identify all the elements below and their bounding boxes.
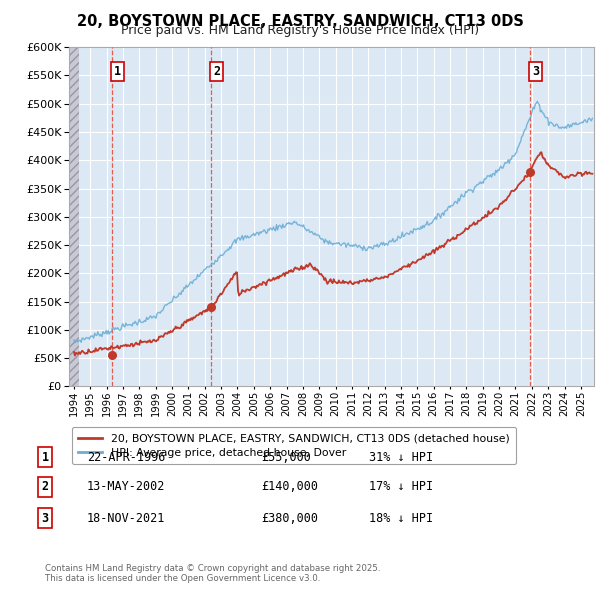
Text: £380,000: £380,000 [261, 512, 318, 525]
Text: 22-APR-1996: 22-APR-1996 [87, 451, 166, 464]
Text: 2: 2 [41, 480, 49, 493]
Text: 18% ↓ HPI: 18% ↓ HPI [369, 512, 433, 525]
Text: £140,000: £140,000 [261, 480, 318, 493]
Text: 20, BOYSTOWN PLACE, EASTRY, SANDWICH, CT13 0DS: 20, BOYSTOWN PLACE, EASTRY, SANDWICH, CT… [77, 14, 523, 28]
Text: 3: 3 [532, 65, 539, 78]
Text: 18-NOV-2021: 18-NOV-2021 [87, 512, 166, 525]
Legend: 20, BOYSTOWN PLACE, EASTRY, SANDWICH, CT13 0DS (detached house), HPI: Average pr: 20, BOYSTOWN PLACE, EASTRY, SANDWICH, CT… [72, 427, 516, 464]
Text: Price paid vs. HM Land Registry's House Price Index (HPI): Price paid vs. HM Land Registry's House … [121, 24, 479, 37]
Text: 31% ↓ HPI: 31% ↓ HPI [369, 451, 433, 464]
Text: 13-MAY-2002: 13-MAY-2002 [87, 480, 166, 493]
Text: 2: 2 [213, 65, 220, 78]
Bar [69, 47, 79, 386]
Text: 3: 3 [41, 512, 49, 525]
Text: Contains HM Land Registry data © Crown copyright and database right 2025.
This d: Contains HM Land Registry data © Crown c… [45, 563, 380, 583]
Text: 1: 1 [114, 65, 121, 78]
Text: 1: 1 [41, 451, 49, 464]
Text: 17% ↓ HPI: 17% ↓ HPI [369, 480, 433, 493]
Text: £55,000: £55,000 [261, 451, 311, 464]
